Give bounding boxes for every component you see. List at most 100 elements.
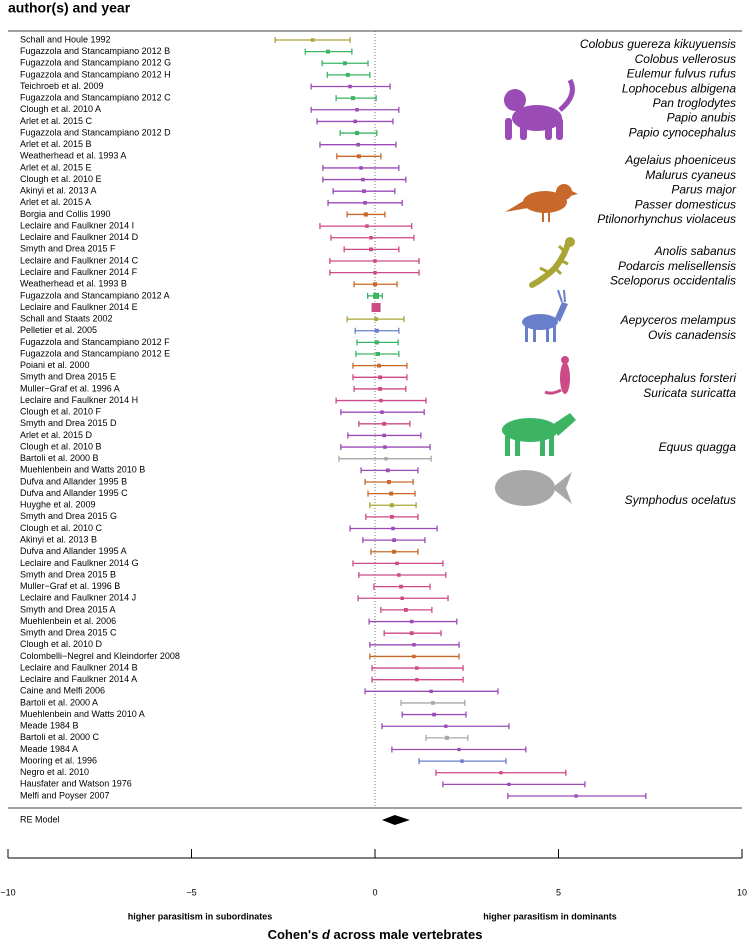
row-label: Schall and Staats 2002 — [20, 314, 113, 324]
estimate-point — [369, 235, 373, 240]
row-label: Muller−Graf et al. 1996 B — [20, 581, 120, 591]
estimate-point — [499, 771, 503, 775]
estimate-point — [363, 201, 367, 205]
estimate-point — [380, 410, 384, 414]
estimate-point — [342, 61, 347, 66]
row-label: Clough et al. 2010 A — [20, 104, 101, 114]
estimate-point — [399, 584, 403, 589]
silhouettes — [495, 78, 578, 506]
fish-icon — [495, 470, 572, 506]
row-label: Bartoli et al. 2000 A — [20, 697, 98, 707]
estimate-point — [359, 166, 363, 170]
estimate-point — [574, 794, 578, 798]
estimate-point — [326, 49, 330, 54]
row-label: Pelletier et al. 2005 — [20, 325, 97, 335]
estimate-point — [383, 445, 387, 449]
estimate-point — [409, 631, 414, 636]
species-label: Aepyceros melampus — [620, 313, 736, 327]
estimate-point — [374, 328, 379, 333]
row-label: Hausfater and Watson 1976 — [20, 779, 132, 789]
estimate-point — [389, 491, 394, 496]
estimate-point — [415, 666, 419, 670]
estimate-point — [382, 421, 387, 426]
estimate-point — [382, 433, 386, 438]
row-label: Fugazzola and Stancampiano 2012 A — [20, 290, 170, 300]
estimate-point — [378, 375, 383, 380]
estimate-point — [389, 514, 394, 519]
estimate-point — [409, 619, 414, 624]
row-label: Meade 1984 B — [20, 721, 79, 731]
row-label: Fugazzola and Stancampiano 2012 H — [20, 69, 171, 79]
row-label: Leclaire and Faulkner 2014 G — [20, 558, 139, 568]
row-label: Arlet et al. 2015 B — [20, 139, 92, 149]
estimate-point — [372, 282, 378, 287]
row-label: Clough et al. 2010 B — [20, 441, 102, 451]
row-label: Bartoli et al. 2000 B — [20, 453, 99, 463]
row-label: Teichroeb et al. 2009 — [20, 81, 104, 91]
row-label: Clough et al. 2010 F — [20, 407, 102, 417]
row-label: Fugazzola and Stancampiano 2012 B — [20, 46, 170, 56]
x-title-part: Cohen's — [268, 927, 319, 942]
estimate-point — [362, 189, 366, 194]
species-label: Eulemur fulvus rufus — [627, 67, 736, 81]
row-label: Akinyi et al. 2013 B — [20, 534, 97, 544]
row-label: Smyth and Drea 2015 D — [20, 418, 117, 428]
row-label: Smyth and Drea 2015 F — [20, 244, 116, 254]
row-label: Arlet et al. 2015 D — [20, 430, 93, 440]
re-diamond — [381, 815, 410, 825]
row-label: Leclaire and Faulkner 2014 E — [20, 302, 138, 312]
x-tick-label: 10 — [737, 887, 747, 897]
row-label: Fugazzola and Stancampiano 2012 F — [20, 337, 170, 347]
row-label: Dufva and Allander 1995 A — [20, 546, 127, 556]
row-label: Weatherhead et al. 1993 A — [20, 151, 126, 161]
row-label: Clough et al. 2010 D — [20, 639, 103, 649]
left-label: higher parasitism in subordinates — [128, 911, 273, 921]
row-label: Clough et al. 2010 C — [20, 523, 103, 533]
estimate-point — [384, 456, 388, 461]
estimate-point — [377, 363, 381, 368]
species-label: Papio cynocephalus — [629, 125, 736, 139]
estimate-point — [385, 468, 390, 473]
estimate-point — [374, 340, 379, 345]
row-label: Fugazzola and Stancampiano 2012 E — [20, 348, 170, 358]
row-label: Colombelli−Negrel and Kleindorfer 2008 — [20, 651, 180, 661]
row-label: Arlet et al. 2015 C — [20, 116, 93, 126]
species-label: Equus quagga — [659, 440, 737, 454]
row-label: Muehlenbein and Watts 2010 B — [20, 465, 145, 475]
row-label: Negro et al. 2010 — [20, 767, 89, 777]
row-label: Leclaire and Faulkner 2014 D — [20, 232, 139, 242]
estimate-point — [369, 247, 373, 252]
row-label: Dufva and Allander 1995 C — [20, 488, 128, 498]
estimate-point — [460, 759, 464, 763]
estimate-point — [373, 292, 380, 299]
species-label: Arctocephalus forsteri — [619, 371, 736, 385]
row-label: Weatherhead et al. 1993 B — [20, 279, 127, 289]
species-label: Suricata suricatta — [643, 386, 736, 400]
row-label: Fugazzola and Stancampiano 2012 D — [20, 127, 171, 137]
column-header: author(s) and year — [8, 0, 131, 16]
row-label: Muehlenbein and Watts 2010 A — [20, 709, 145, 719]
species-label: Sceloporus occidentalis — [610, 274, 736, 288]
species-label: Lophocebus albigena — [622, 81, 736, 95]
row-label: Fugazzola and Stancampiano 2012 C — [20, 93, 171, 103]
estimate-point — [356, 154, 361, 159]
species-label: Podarcis melisellensis — [618, 259, 736, 273]
estimate-point — [444, 735, 449, 740]
estimate-point — [415, 677, 419, 682]
row-label: Leclaire and Faulkner 2014 I — [20, 220, 134, 230]
estimate-point — [457, 747, 461, 752]
estimate-point — [350, 96, 356, 101]
row-label: Caine and Melfi 2006 — [20, 686, 105, 696]
row-label: Akinyi et al. 2013 A — [20, 186, 97, 196]
estimate-point — [355, 108, 359, 112]
estimate-point — [429, 689, 433, 693]
estimate-point — [378, 386, 383, 391]
species-label: Colobus vellerosus — [635, 52, 736, 66]
row-label: Muehlenbein et al. 2006 — [20, 616, 116, 626]
estimate-point — [507, 782, 511, 787]
estimate-point — [348, 84, 352, 89]
species-label: Papio anubis — [667, 111, 736, 125]
bird-icon — [505, 184, 578, 222]
estimate-point — [403, 607, 408, 612]
